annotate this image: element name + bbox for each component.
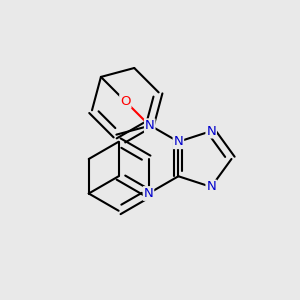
Text: N: N [173, 135, 183, 148]
Text: N: N [206, 180, 216, 194]
Text: N: N [145, 119, 154, 132]
Text: N: N [206, 124, 216, 138]
Text: N: N [144, 187, 153, 200]
Text: O: O [120, 95, 130, 108]
